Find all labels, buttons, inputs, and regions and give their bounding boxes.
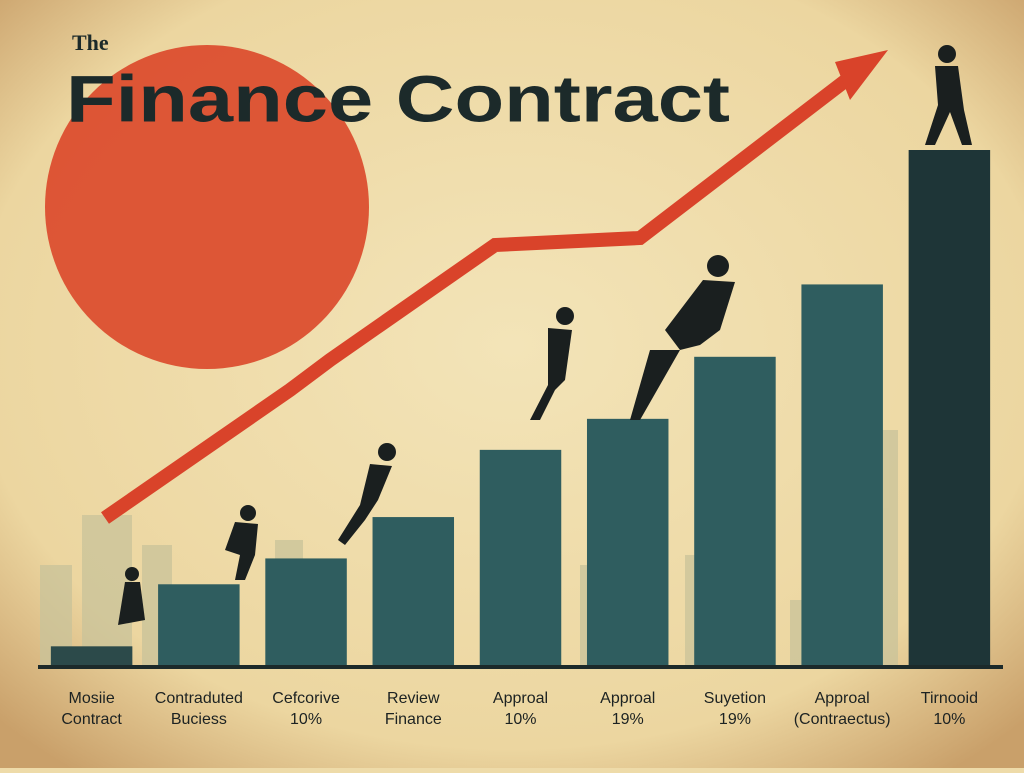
x-tick-label: Cefcorive [272,690,340,707]
x-tick-label: 10% [504,711,536,728]
x-tick-label: Tirnooid [921,690,978,707]
bar [50,646,133,667]
title-prefix: The [72,30,109,55]
bar [158,584,240,667]
category-labels: Mosiie Contract Contraduted Buciess Cefcoriv… [61,690,978,728]
bar [801,284,883,667]
x-tick-label: (Contraectus) [794,711,891,728]
x-tick-label: Approal [815,690,870,707]
bar [265,558,347,667]
x-tick-label: Approal [600,690,655,707]
x-tick-label: 19% [612,711,644,728]
x-tick-label: Buciess [171,711,227,728]
x-tick-label: Suyetion [704,690,766,707]
chart-title: Finance Contract [66,61,730,135]
x-tick-label: 10% [290,711,322,728]
x-tick-label: Approal [493,690,548,707]
sun [45,45,369,369]
x-tick-label: 19% [719,711,751,728]
bar [372,517,455,667]
x-tick-label: Contract [61,711,122,728]
bars [50,150,991,667]
x-tick-label: Contraduted [155,690,243,707]
trend-arrow [101,62,867,524]
arrow-head [835,50,888,100]
bar [694,356,776,667]
x-tick-label: 10% [933,711,965,728]
x-tick-label: Mosiie [68,690,114,707]
x-tick-label: Finance [385,711,442,728]
figures [118,45,972,625]
bar [479,449,562,667]
bar [908,150,991,667]
x-tick-label: Review [387,690,440,707]
bar [586,418,669,667]
